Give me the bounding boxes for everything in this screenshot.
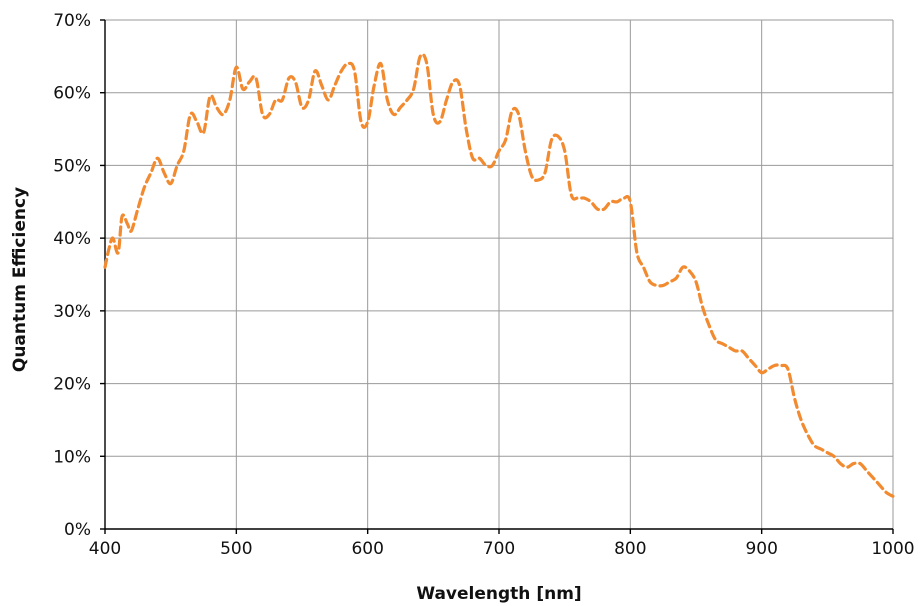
y-tick-label-50: 50% <box>53 156 91 176</box>
y-tick-label-70: 70% <box>53 11 91 31</box>
y-tick-labels: 0% 10% 20% 30% 40% 50% 60% 70% <box>53 11 91 540</box>
y-tick-label-20: 20% <box>53 375 91 395</box>
x-tick-label-800: 800 <box>614 539 646 559</box>
x-axis-title: Wavelength [nm] <box>416 584 581 604</box>
y-tick-label-40: 40% <box>53 229 91 249</box>
series-group <box>103 52 895 498</box>
x-tick-label-1000: 1000 <box>871 539 914 559</box>
x-tick-label-900: 900 <box>745 539 777 559</box>
x-tick-label-400: 400 <box>89 539 121 559</box>
y-tick-label-10: 10% <box>53 447 91 467</box>
grid-lines-horizontal <box>105 19 893 457</box>
x-tick-label-700: 700 <box>483 539 515 559</box>
grid-lines-vertical <box>235 20 894 529</box>
series-line-0 <box>103 52 895 498</box>
axes <box>100 19 894 534</box>
x-tick-label-500: 500 <box>220 539 252 559</box>
x-tick-labels: 400 500 600 700 800 900 1000 <box>89 539 915 559</box>
x-tick-label-600: 600 <box>351 539 383 559</box>
y-tick-label-0: 0% <box>64 520 91 540</box>
y-tick-label-30: 30% <box>53 302 91 322</box>
y-axis-title: Quantum Efficiency <box>10 187 30 372</box>
y-tick-label-60: 60% <box>53 84 91 104</box>
